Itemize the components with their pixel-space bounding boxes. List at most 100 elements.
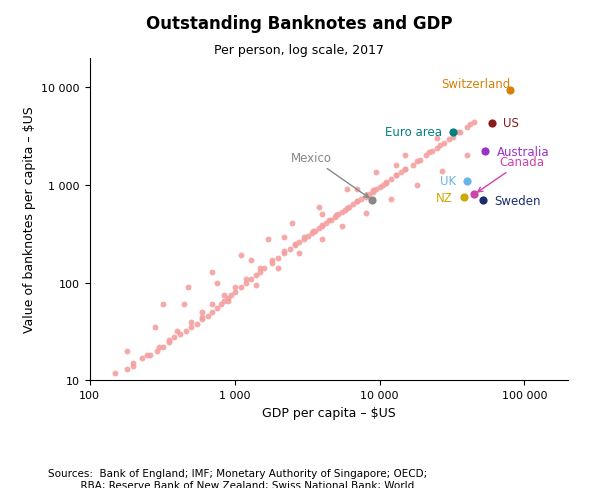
Point [386, 176, 396, 183]
Point [129, 360, 138, 367]
Point [267, 257, 276, 264]
Point [111, 369, 120, 377]
Point [432, 144, 442, 152]
Point [368, 188, 378, 196]
Point [337, 223, 347, 230]
Point [326, 216, 335, 224]
Point [325, 216, 334, 224]
Point [317, 211, 327, 219]
Point [343, 186, 352, 194]
Point [290, 240, 300, 248]
Point [459, 194, 468, 202]
Point [158, 344, 167, 351]
Y-axis label: Value of banknotes per capita – $US: Value of banknotes per capita – $US [23, 106, 36, 333]
Point [469, 119, 479, 126]
Point [288, 220, 297, 227]
Point [181, 327, 191, 335]
Point [310, 227, 320, 235]
Point [378, 182, 388, 189]
Point [285, 246, 294, 254]
Point [223, 294, 233, 302]
Point [212, 305, 221, 312]
Point [198, 313, 208, 321]
Point [186, 324, 196, 331]
Point [456, 128, 465, 136]
Point [367, 197, 377, 204]
Point [408, 162, 418, 169]
Point [462, 152, 472, 160]
Point [317, 236, 327, 244]
Point [435, 142, 444, 150]
Point [208, 268, 217, 276]
Point [361, 193, 370, 201]
Point [122, 366, 132, 373]
Point [487, 120, 496, 127]
Point [412, 182, 422, 189]
Point [356, 196, 366, 203]
Text: Outstanding Banknotes and GDP: Outstanding Banknotes and GDP [146, 15, 452, 33]
Point [295, 250, 304, 258]
Point [381, 179, 390, 187]
Text: Mexico: Mexico [291, 152, 369, 198]
Point [465, 121, 475, 129]
Point [299, 236, 309, 244]
Point [340, 206, 350, 214]
Text: Sweden: Sweden [495, 194, 541, 207]
Point [198, 316, 208, 324]
Point [344, 203, 354, 211]
Point [255, 265, 265, 273]
Point [192, 320, 202, 328]
Text: Per person, log scale, 2017: Per person, log scale, 2017 [214, 44, 384, 57]
Point [208, 308, 217, 316]
Point [251, 271, 261, 279]
Point [462, 178, 472, 185]
Point [219, 291, 229, 299]
Point [317, 223, 327, 230]
Point [230, 288, 239, 296]
Point [437, 167, 447, 175]
Point [198, 308, 208, 316]
Point [444, 136, 453, 143]
Point [216, 301, 225, 308]
Point [152, 347, 161, 355]
Point [175, 330, 185, 338]
Point [295, 239, 304, 246]
Point [263, 236, 273, 244]
Point [334, 211, 343, 219]
Point [242, 275, 251, 283]
Point [212, 279, 221, 287]
Point [236, 252, 245, 260]
Point [138, 354, 147, 362]
Point [322, 220, 331, 227]
Point [454, 129, 463, 137]
Point [365, 191, 374, 199]
Point [478, 197, 488, 204]
Point [391, 172, 401, 180]
Text: Canada: Canada [478, 156, 544, 192]
Point [142, 352, 152, 360]
Point [179, 301, 189, 308]
Point [361, 192, 370, 200]
Point [314, 225, 324, 233]
Point [352, 198, 362, 206]
Point [317, 222, 327, 229]
Point [375, 184, 385, 192]
Point [227, 291, 236, 299]
Point [368, 187, 378, 195]
Point [290, 242, 300, 250]
Text: US: US [503, 117, 519, 130]
Point [343, 204, 352, 212]
Point [337, 208, 347, 216]
Point [219, 297, 229, 305]
Point [246, 257, 256, 264]
Text: Sources:  Bank of England; IMF; Monetary Authority of Singapore; OECD;
         : Sources: Bank of England; IMF; Monetary … [48, 468, 427, 488]
Point [386, 196, 396, 203]
Point [279, 234, 289, 242]
Point [412, 158, 422, 165]
Point [303, 233, 313, 241]
Point [299, 234, 309, 242]
Point [279, 250, 289, 258]
Point [154, 344, 164, 351]
Point [391, 162, 401, 169]
Point [186, 318, 196, 326]
